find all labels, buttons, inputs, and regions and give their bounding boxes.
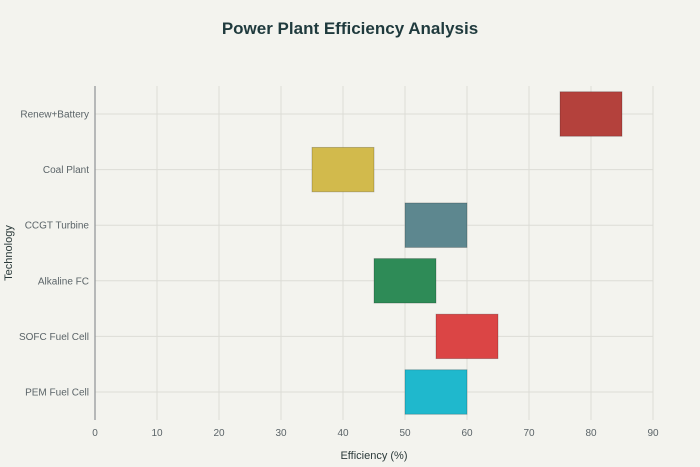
x-tick-label: 50 [399, 428, 411, 439]
x-tick-label: 10 [151, 428, 163, 439]
bar [435, 313, 499, 360]
x-tick-label: 0 [92, 428, 98, 439]
y-tick-label: Coal Plant [43, 165, 89, 176]
x-tick-label: 30 [275, 428, 287, 439]
x-tick-label: 40 [337, 428, 349, 439]
y-axis-label: Technology [3, 225, 15, 281]
x-axis-label: Efficiency (%) [340, 450, 407, 462]
x-tick-label: 90 [647, 428, 659, 439]
bar [404, 369, 468, 415]
x-tick-label: 20 [213, 428, 225, 439]
x-tick-label: 70 [523, 428, 535, 439]
x-tick-label: 80 [585, 428, 597, 439]
bar [311, 146, 375, 193]
y-tick-label: Alkaline FC [38, 276, 89, 287]
bar [559, 91, 623, 137]
bars [311, 91, 623, 415]
y-tick-label: Renew+Battery [20, 110, 89, 121]
x-tick-label: 60 [461, 428, 473, 439]
bar [373, 258, 437, 304]
axes: 0 10 20 30 40 50 60 70 80 90 PEM Fuel Cell SOFC Fue… [19, 86, 659, 439]
chart-title: Power Plant Efficiency Analysis [222, 19, 478, 38]
bar [404, 202, 468, 248]
y-tick-label: CCGT Turbine [25, 221, 90, 232]
y-tick-label: PEM Fuel Cell [25, 388, 89, 399]
y-tick-label: SOFC Fuel Cell [19, 332, 89, 343]
